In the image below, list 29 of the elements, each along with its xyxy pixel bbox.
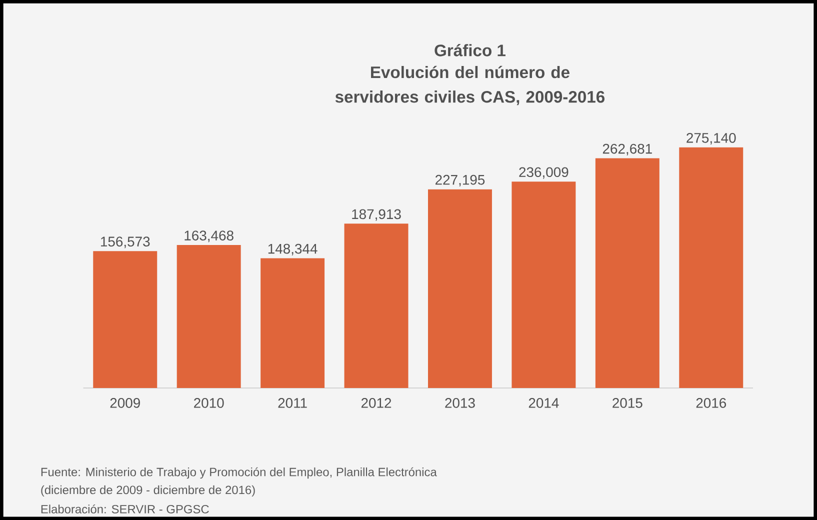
x-tick-label: 2014 xyxy=(528,398,559,408)
data-label: 163,468 xyxy=(184,230,234,242)
x-tick-label: 2016 xyxy=(696,398,726,408)
data-label: 148,344 xyxy=(268,244,318,256)
data-label: 236,009 xyxy=(519,167,568,179)
data-label: 262,681 xyxy=(602,144,652,156)
chart-title: Gráfico 1 xyxy=(434,44,506,56)
text: Elaboración: SERVIR - GPGSC xyxy=(41,504,209,514)
bar xyxy=(428,189,492,388)
chart-subtitle: Evolución del número de servidores civiles CAS, 2009-2016 xyxy=(335,66,604,106)
x-tick-label: 2015 xyxy=(612,398,642,408)
text: (diciembre de 2009 - diciembre de 2016) xyxy=(41,485,255,496)
bar xyxy=(93,251,158,388)
x-tick-label: 2011 xyxy=(278,398,307,408)
bar xyxy=(344,224,408,388)
bar xyxy=(512,182,576,388)
x-tick-label: 2012 xyxy=(361,398,392,408)
bar xyxy=(260,258,325,388)
x-tick-label: 2013 xyxy=(445,398,475,408)
data-label: 187,913 xyxy=(352,209,401,221)
bar xyxy=(679,147,744,388)
bar xyxy=(176,245,241,388)
source-note: Fuente: Ministerio de Trabajo y Promoción del Empleo, Planilla Electrónica xyxy=(41,467,437,479)
bar xyxy=(595,158,660,388)
x-tick-label: 2009 xyxy=(110,398,140,408)
x-tick-label: 2010 xyxy=(194,398,224,408)
data-label: 156,573 xyxy=(100,236,150,248)
data-label: 227,195 xyxy=(436,174,485,186)
data-label: 275,140 xyxy=(686,132,736,144)
